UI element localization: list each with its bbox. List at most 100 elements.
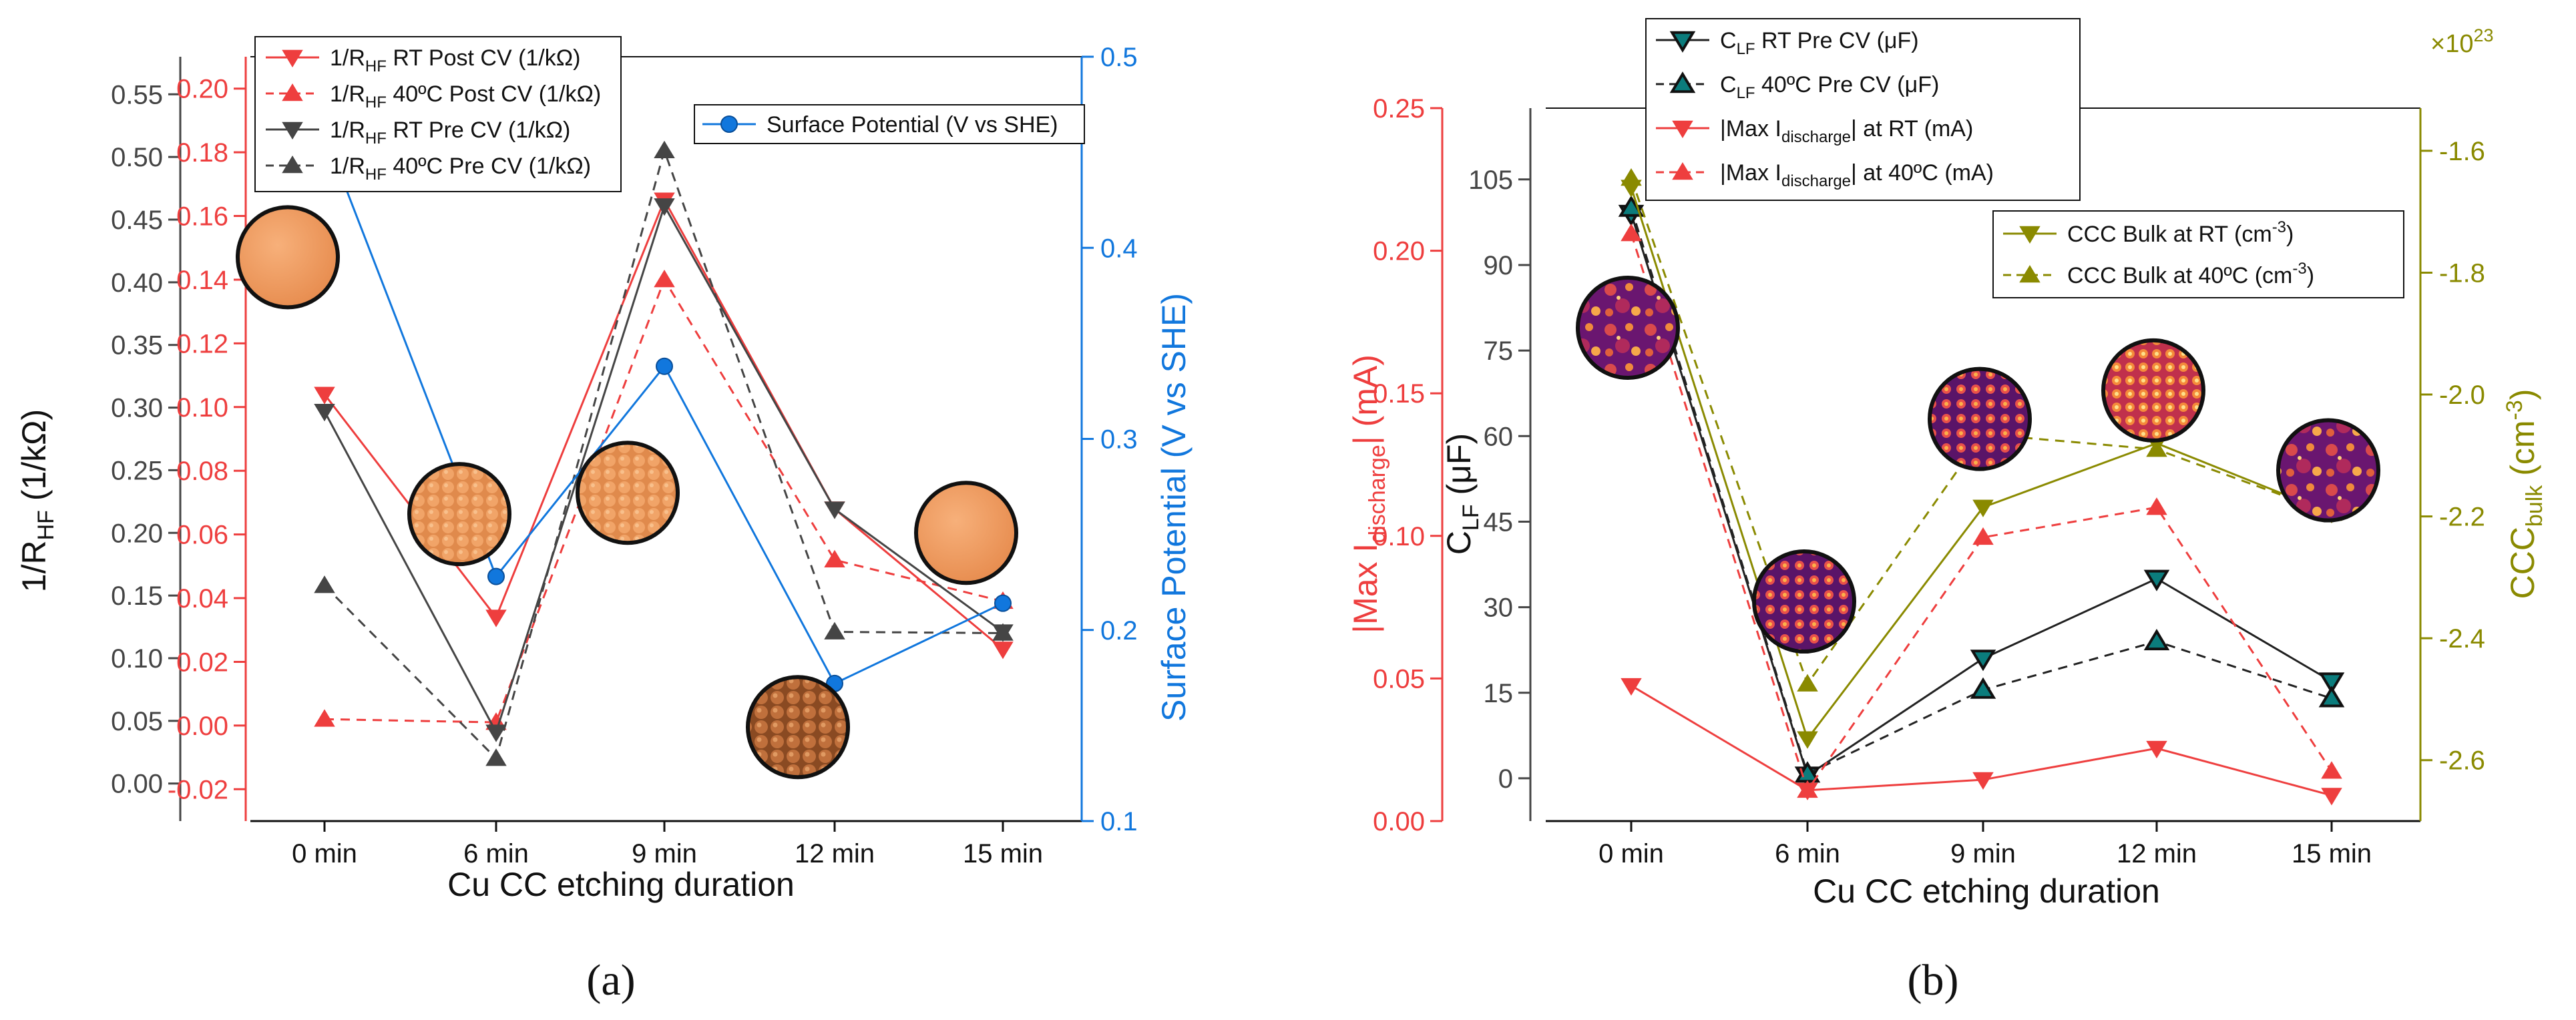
panel-b-x-tick-label: 0 min: [1598, 839, 1664, 868]
panel-a-legend-rhf-entries: 1/RHF RT Post CV (1/kΩ)1/RHF 40ºC Post C…: [266, 45, 601, 184]
panel-a-series-0-line: [323, 198, 1004, 650]
panel-a-legend-label-1: 1/RHF 40ºC Post CV (1/kΩ): [330, 81, 601, 111]
panel-b-ccc-title-sup: -3: [2502, 400, 2527, 420]
panel-b-legend-marker: [1672, 120, 1693, 138]
panel-b-left-outer-axis-title: |Max Idischarge| (mA): [1347, 354, 1390, 633]
panel-b-x-axis-title: Cu CC etching duration: [1813, 872, 2160, 910]
panel-a-afm-12min: [746, 675, 850, 780]
panel-b-exponent-base: ×10: [2430, 30, 2473, 58]
panel-a-series-3-point: [485, 748, 507, 766]
panel-b-legend-marker: [2019, 265, 2041, 283]
panel-a-left_inner-tick-label: 0.04: [176, 584, 228, 613]
panel-b-series-5-point: [1797, 674, 1818, 692]
panel-b-left_inner-tick-label: 75: [1484, 336, 1514, 366]
panel-b-x-tick-label: 15 min: [2292, 839, 2372, 868]
panel-b-left_inner-tick-label: 90: [1484, 251, 1514, 280]
panel-b-right-axis-title: CCCbulk (cm-3): [2502, 389, 2547, 599]
panel-a-series: [314, 124, 1014, 766]
panel-b-left_outer-tick-label: 0.20: [1373, 237, 1425, 266]
panel-a-legend-label-4: Surface Potential (V vs SHE): [767, 112, 1058, 138]
panel-a-legend-part: RT Post CV (1/kΩ): [387, 45, 581, 71]
panel-b-legend-label-0: CLF RT Pre CV (μF): [1720, 28, 1919, 58]
panel-b-series-3-point: [1621, 223, 1642, 242]
panel-b-ccc-title-b: (cm: [2504, 420, 2541, 485]
panel-a-legend-sub: HF: [365, 130, 387, 148]
panel-b-legend-label-3: |Max Idischarge| at 40ºC (mA): [1720, 160, 1994, 190]
panel-a-left_inner-tick-label: 0.02: [176, 648, 228, 677]
panel-b-legend-part: | at RT (mA): [1851, 116, 1973, 142]
panel-a-left-axis-title-unit: (1/kΩ): [15, 409, 53, 510]
panel-b-x-tick-label: 12 min: [2117, 839, 2197, 868]
panel-b-afm-15min: [2276, 418, 2380, 523]
panel-b-ccc-title-a: CCC: [2504, 527, 2541, 599]
panel-b-left_outer-tick-label: 0.05: [1373, 664, 1425, 694]
panel-a-legend-label-2: 1/RHF RT Pre CV (1/kΩ): [330, 117, 570, 148]
panel-b-left_inner-tick-label: 0: [1498, 764, 1513, 794]
panel-a-legend-rhf: 1/RHF RT Post CV (1/kΩ)1/RHF 40ºC Post C…: [254, 36, 622, 192]
panel-a-series-1-point: [654, 269, 675, 288]
panel-a-axes: 0 min 6 min 9 min 12 min 15 min 0.00 0.05 0.10 0…: [111, 43, 1137, 868]
panel-a-legend-part: 40ºC Pre CV (1/kΩ): [387, 154, 591, 179]
panel-b-series-2-point: [1621, 678, 1642, 696]
panel-b-label: (b): [1908, 956, 1959, 1005]
panel-a-left_inner-tick-label: 0.16: [176, 202, 228, 232]
panel-a-legend-part: 1/R: [330, 154, 365, 179]
panel-a-series-3-point: [314, 575, 335, 593]
panel-b-left-inner-axis-title: CLF (μF): [1440, 433, 1484, 555]
panel-b-left_inner-tick-label: 105: [1468, 166, 1513, 195]
panel-b-series-0-point: [1970, 650, 1996, 672]
panel-b-left_inner-tick-label: 45: [1484, 507, 1514, 537]
panel-a-legend-label-3: 1/RHF 40ºC Pre CV (1/kΩ): [330, 154, 591, 184]
panel-a-series-2-point: [654, 198, 675, 216]
panel-b-clf-title-b: (μF): [1440, 433, 1478, 505]
panel-a-series-0-point: [485, 609, 507, 627]
panel-b-legend-part: RT Pre CV (μF): [1755, 28, 1919, 53]
panel-b-imax-title-b: | (mA): [1347, 354, 1384, 445]
panel-b-series: [1618, 168, 2345, 806]
panel-b-legend-clf-entries: CLF RT Pre CV (μF)CLF 40ºC Pre CV (μF)|M…: [1656, 28, 1994, 190]
panel-a-left_inner-tick-label: 0.20: [176, 75, 228, 104]
panel-a-legend-marker: [282, 49, 303, 67]
panel-a-right-tick-label: 0.5: [1100, 43, 1138, 72]
panel-a-left_inner-tick-label: -0.02: [168, 775, 228, 804]
panel-b-legend-label-4: CCC Bulk at RT (cm-3): [2067, 218, 2294, 247]
panel-b-left_outer-tick-label: 0.10: [1373, 522, 1425, 551]
panel-b-legend-part: ): [2307, 263, 2314, 288]
panel-b-left_inner-tick-label: 15: [1484, 679, 1514, 708]
panel-a-left_outer-tick-label: 0.30: [111, 394, 163, 423]
panel-b-x-tick-label: 9 min: [1950, 839, 2016, 868]
panel-a-right-tick-label: 0.2: [1100, 616, 1138, 646]
panel-b-series-5-point: [1621, 168, 1642, 186]
panel-a-series-2-point: [485, 724, 507, 742]
panel-a-right-axis-title: Surface Potential (V vs SHE): [1155, 293, 1193, 722]
panel-b-legend-part: |Max I: [1720, 160, 1781, 186]
panel-a-series-4-point: [994, 594, 1012, 612]
panel-b-right-tick-label: -2.4: [2439, 624, 2485, 654]
panel-a-right-tick-label: 0.4: [1100, 234, 1138, 263]
panel-b-exponent-power: 23: [2473, 25, 2493, 45]
panel-b-legend-clf: CLF RT Pre CV (μF)CLF 40ºC Pre CV (μF)|M…: [1645, 18, 2081, 201]
panel-a-left_outer-tick-label: 0.15: [111, 581, 163, 611]
panel-a-afm-images: [236, 205, 1018, 780]
panel-a-left_outer-tick-label: 0.40: [111, 268, 163, 298]
panel-b-legend-sub: discharge: [1781, 172, 1851, 190]
panel-a-left_inner-tick-label: 0.18: [176, 138, 228, 168]
panel-a-afm-6min: [407, 462, 511, 567]
panel-b-legend-ccc: CCC Bulk at RT (cm-3)CCC Bulk at 40ºC (c…: [1992, 210, 2404, 298]
panel-a-legend-sub: HF: [365, 57, 387, 75]
panel-b-legend-part: CCC Bulk at RT (cm: [2067, 222, 2272, 247]
panel-a-legend-part: 1/R: [330, 117, 365, 143]
panel-a-series-0-point: [314, 387, 335, 405]
panel-a-series-1-point: [824, 549, 845, 568]
panel-b: 0 min 6 min 9 min 12 min 15 min 0.00 0.05 0.10 0…: [1347, 18, 2547, 1005]
panel-a-legend-marker: [282, 83, 303, 101]
panel-b-imax-title-a: |Max I: [1347, 543, 1384, 633]
panel-a-left_outer-tick-label: 0.50: [111, 143, 163, 172]
panel-b-legend-marker: [1669, 31, 1696, 53]
panel-b-clf-title-a: C: [1440, 531, 1478, 555]
panel-b-legend-marker: [1672, 162, 1693, 180]
panel-b-ccc-title-c: ): [2504, 389, 2541, 401]
panel-a-left-outer-axis-title: 1/RHF (1/kΩ): [15, 409, 59, 592]
panel-a-x-tick-label: 15 min: [963, 839, 1043, 868]
panel-a-x-tick-label: 6 min: [463, 839, 529, 868]
